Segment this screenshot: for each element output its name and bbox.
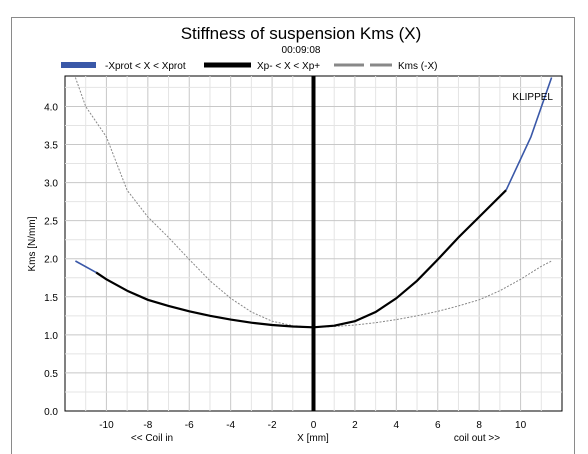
legend-label: Xp- < X < Xp+ — [257, 61, 320, 72]
x-tick-label: 0 — [311, 420, 317, 431]
y-tick-label: 4.0 — [44, 102, 58, 113]
y-tick-label: 2.5 — [44, 217, 58, 228]
x-tick-label: 6 — [435, 420, 441, 431]
x-tick-label: 2 — [352, 420, 358, 431]
y-tick-label: 1.0 — [44, 331, 58, 342]
y-tick-label: 0.0 — [44, 407, 58, 418]
series-line-xprot — [75, 260, 97, 274]
x-note-left: << Coil in — [131, 433, 173, 444]
x-tick-label: 10 — [515, 420, 527, 431]
x-tick-label: -6 — [185, 420, 194, 431]
watermark: KLIPPEL — [512, 92, 553, 103]
series-line-xp — [95, 189, 507, 329]
x-note-right: coil out >> — [454, 433, 500, 444]
x-tick-label: -10 — [99, 420, 114, 431]
y-axis-label: Kms [N/mm] — [27, 216, 38, 271]
legend-label: Kms (-X) — [398, 61, 437, 72]
x-tick-label: -4 — [226, 420, 235, 431]
y-tick-label: 1.5 — [44, 293, 58, 304]
chart-title: Stiffness of suspension Kms (X) — [181, 24, 422, 43]
x-tick-label: 8 — [476, 420, 482, 431]
x-tick-label: 4 — [394, 420, 400, 431]
legend: -Xprot < X < Xprot Xp- < X < Xp+ Kms (-X) — [61, 61, 437, 72]
x-tick-label: -8 — [143, 420, 152, 431]
y-tick-label: 3.5 — [44, 141, 58, 152]
y-tick-label: 2.0 — [44, 255, 58, 266]
y-tick-label: 3.0 — [44, 179, 58, 190]
x-tick-label: -2 — [268, 420, 277, 431]
x-axis-label: X [mm] — [297, 433, 329, 444]
series-line-xprot — [505, 77, 553, 191]
y-tick-label: 0.5 — [44, 369, 58, 380]
legend-label: -Xprot < X < Xprot — [105, 61, 186, 72]
tick-labels: -10 -8 -6 -4 -2 0 2 4 6 8 10 0.0 0.5 1.0 1.5 2.0 2.5 3.0 3… — [44, 102, 526, 431]
chart-subtitle: 00:09:08 — [282, 45, 321, 56]
